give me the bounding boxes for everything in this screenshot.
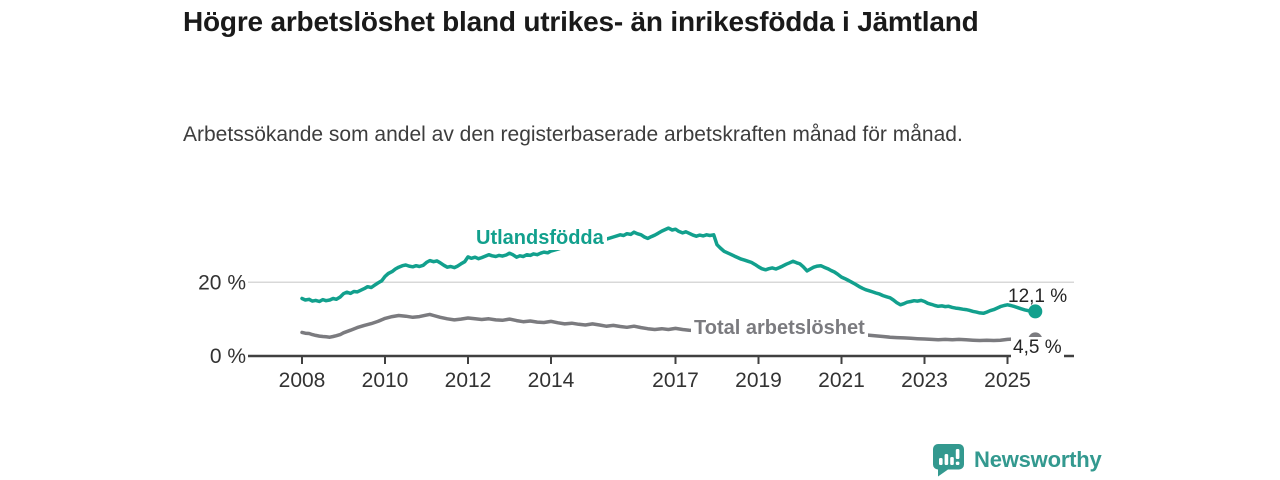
series-label-utlandsfodda: Utlandsfödda [473,227,607,250]
y-tick-label: 0 % [210,345,246,368]
series-line-0 [300,226,1038,316]
x-tick-label: 2023 [901,369,948,392]
x-tick-label: 2012 [445,369,492,392]
x-tick-label: 2008 [279,369,326,392]
newsworthy-logo[interactable]: Newsworthy [932,443,1102,477]
series-line-1 [300,312,1038,343]
x-tick-label: 2010 [362,369,409,392]
chart-subtitle: Arbetssökande som andel av den registerb… [183,123,963,146]
x-tick-label: 2021 [818,369,865,392]
brand-name: Newsworthy [974,447,1102,472]
x-tick-label: 2014 [528,369,575,392]
y-tick-label: 20 % [198,271,246,294]
x-tick-label: 2025 [984,369,1031,392]
x-tick-label: 2019 [735,369,782,392]
newsworthy-bubble-bars-icon [933,444,964,477]
x-tick-label: 2017 [652,369,699,392]
series-label-total-arbetsloshet: Total arbetslöshet [691,317,868,340]
chart-title: Högre arbetslöshet bland utrikes- än inr… [183,6,979,37]
end-value-label-utlandsfodda: 12,1 % [1008,286,1068,307]
end-value-label-total: 4,5 % [1011,337,1064,359]
series-end-dot-0 [1028,304,1043,319]
